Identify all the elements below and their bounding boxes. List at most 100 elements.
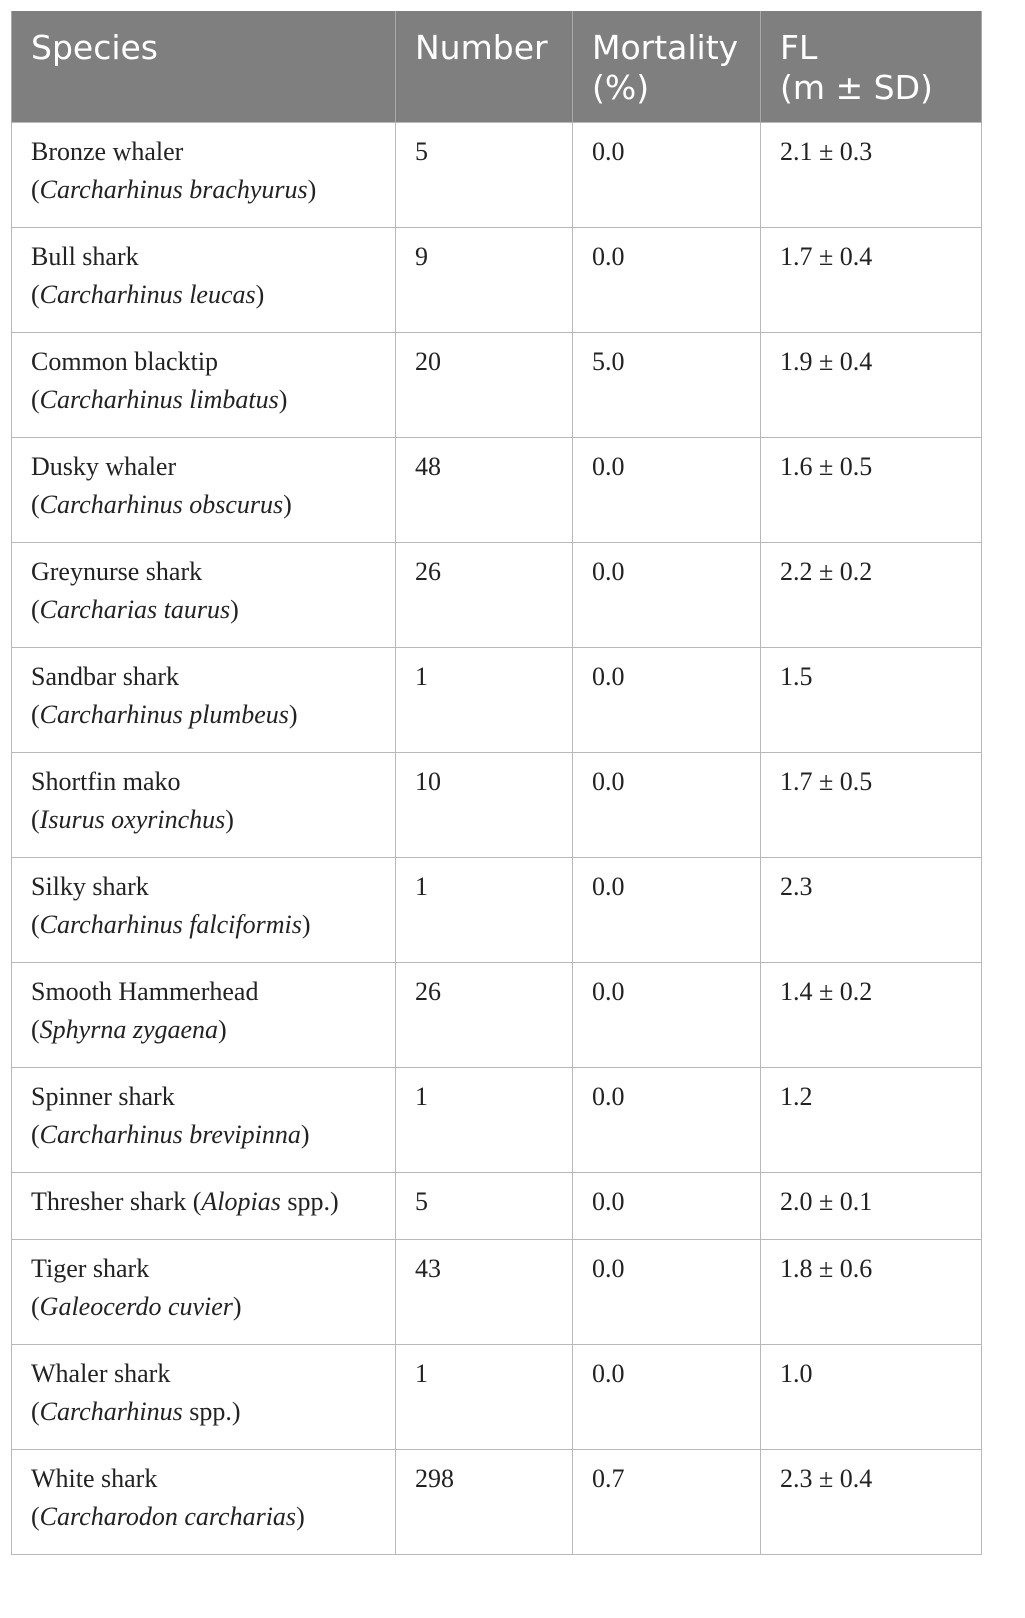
number-cell: 5 — [395, 1172, 573, 1240]
number-cell: 10 — [395, 752, 573, 858]
species-cell: Smooth Hammerhead (Sphyrna zygaena) — [11, 962, 396, 1068]
mortality-cell: 0.0 — [572, 542, 761, 648]
species-cell: Sandbar shark (Carcharhinus plumbeus) — [11, 647, 396, 753]
table-row: Common blacktip (Carcharhinus limbatus) 20… — [11, 332, 982, 438]
scientific-name: Alopias — [201, 1187, 281, 1216]
scientific-close: ) — [301, 910, 311, 939]
common-name: White shark — [31, 1464, 158, 1493]
table-row: Smooth Hammerhead (Sphyrna zygaena) 26 0.0 1… — [11, 962, 982, 1068]
scientific-name: Carcharias taurus — [39, 595, 231, 624]
table-row: Whaler shark (Carcharhinus spp.) 1 0.0 1.0 — [11, 1344, 982, 1450]
common-name: Spinner shark — [31, 1082, 175, 1111]
scientific-close: ) — [218, 1015, 227, 1044]
table-row: Bronze whaler (Carcharhinus brachyurus) 5 0… — [11, 122, 982, 228]
number-cell: 48 — [395, 437, 573, 543]
scientific-close: ) — [232, 1292, 242, 1321]
mortality-cell: 0.0 — [572, 227, 761, 333]
scientific-close: ) — [255, 280, 265, 309]
scientific-open-paren: ( — [31, 385, 40, 414]
common-name: Common blacktip — [31, 347, 219, 376]
header-species-label: Species — [31, 28, 159, 67]
scientific-close: ) — [288, 700, 298, 729]
common-name: Thresher shark ( — [31, 1187, 202, 1216]
number-cell: 1 — [395, 1344, 573, 1450]
scientific-open-paren: ( — [31, 1292, 40, 1321]
species-cell: Bronze whaler (Carcharhinus brachyurus) — [11, 122, 396, 228]
scientific-open-paren: ( — [31, 700, 40, 729]
header-mortality-line1: Mortality — [592, 28, 739, 67]
fl-cell: 1.4 ± 0.2 — [760, 962, 982, 1068]
common-name: Dusky whaler — [31, 452, 177, 481]
mortality-cell: 0.0 — [572, 1239, 761, 1345]
scientific-open-paren: ( — [31, 1397, 40, 1426]
mortality-cell: 0.0 — [572, 962, 761, 1068]
scientific-name: Carcharhinus falciformis — [39, 910, 302, 939]
species-table-container: Species Number Mortality (%) FL (m ± SD) B… — [11, 11, 982, 1555]
common-name: Silky shark — [31, 872, 149, 901]
mortality-cell: 0.0 — [572, 437, 761, 543]
table-row: Dusky whaler (Carcharhinus obscurus) 48 0.0… — [11, 437, 982, 543]
scientific-open-paren: ( — [31, 910, 40, 939]
fl-cell: 2.0 ± 0.1 — [760, 1172, 982, 1240]
scientific-name: Carcharhinus plumbeus — [39, 700, 289, 729]
scientific-name: Carcharodon carcharias — [39, 1502, 297, 1531]
header-number: Number — [395, 11, 573, 123]
species-cell: Shortfin mako (Isurus oxyrinchus) — [11, 752, 396, 858]
scientific-name: Carcharhinus brevipinna — [39, 1120, 301, 1149]
scientific-open-paren: ( — [31, 490, 40, 519]
mortality-cell: 0.7 — [572, 1449, 761, 1555]
species-table: Species Number Mortality (%) FL (m ± SD) B… — [11, 11, 982, 1555]
number-cell: 9 — [395, 227, 573, 333]
fl-cell: 1.5 — [760, 647, 982, 753]
table-body: Bronze whaler (Carcharhinus brachyurus) 5 0… — [11, 122, 982, 1555]
fl-cell: 2.2 ± 0.2 — [760, 542, 982, 648]
number-cell: 26 — [395, 542, 573, 648]
table-row: Spinner shark (Carcharhinus brevipinna) 1 0… — [11, 1067, 982, 1173]
mortality-cell: 0.0 — [572, 122, 761, 228]
mortality-cell: 0.0 — [572, 752, 761, 858]
number-cell: 20 — [395, 332, 573, 438]
species-cell: Greynurse shark (Carcharias taurus) — [11, 542, 396, 648]
common-name: Sandbar shark — [31, 662, 180, 691]
table-header: Species Number Mortality (%) FL (m ± SD) — [11, 11, 982, 123]
table-row: Sandbar shark (Carcharhinus plumbeus) 1 0.0… — [11, 647, 982, 753]
number-cell: 43 — [395, 1239, 573, 1345]
fl-cell: 1.2 — [760, 1067, 982, 1173]
scientific-close: ) — [300, 1120, 310, 1149]
species-cell: Thresher shark (Alopias spp.) — [11, 1172, 396, 1240]
header-row: Species Number Mortality (%) FL (m ± SD) — [11, 11, 982, 123]
common-name: Whaler shark — [31, 1359, 171, 1388]
scientific-close: spp.) — [280, 1187, 339, 1216]
scientific-open-paren: ( — [31, 595, 40, 624]
mortality-cell: 0.0 — [572, 1067, 761, 1173]
scientific-name: Carcharhinus brachyurus — [39, 175, 308, 204]
scientific-name: Galeocerdo cuvier — [39, 1292, 233, 1321]
fl-cell: 1.6 ± 0.5 — [760, 437, 982, 543]
scientific-open-paren: ( — [31, 175, 40, 204]
mortality-cell: 5.0 — [572, 332, 761, 438]
common-name: Greynurse shark — [31, 557, 203, 586]
table-row: Bull shark (Carcharhinus leucas) 9 0.0 1.7 ±… — [11, 227, 982, 333]
scientific-close: ) — [296, 1502, 305, 1531]
header-number-label: Number — [415, 28, 548, 67]
scientific-name: Carcharhinus obscurus — [39, 490, 284, 519]
scientific-name: Sphyrna zygaena — [39, 1015, 219, 1044]
scientific-open-paren: ( — [31, 1502, 40, 1531]
species-cell: Silky shark (Carcharhinus falciformis) — [11, 857, 396, 963]
species-cell: Common blacktip (Carcharhinus limbatus) — [11, 332, 396, 438]
scientific-open-paren: ( — [31, 805, 40, 834]
scientific-open-paren: ( — [31, 280, 40, 309]
table-row: Greynurse shark (Carcharias taurus) 26 0.0 2… — [11, 542, 982, 648]
fl-cell: 2.3 ± 0.4 — [760, 1449, 982, 1555]
fl-cell: 2.3 — [760, 857, 982, 963]
table-row: Silky shark (Carcharhinus falciformis) 1 0.… — [11, 857, 982, 963]
mortality-cell: 0.0 — [572, 857, 761, 963]
fl-cell: 1.0 — [760, 1344, 982, 1450]
species-cell: Bull shark (Carcharhinus leucas) — [11, 227, 396, 333]
fl-cell: 1.7 ± 0.5 — [760, 752, 982, 858]
scientific-close: ) — [230, 595, 239, 624]
mortality-cell: 0.0 — [572, 647, 761, 753]
header-fl-line2: (m ± SD) — [780, 68, 933, 107]
number-cell: 1 — [395, 1067, 573, 1173]
table-row: Shortfin mako (Isurus oxyrinchus) 10 0.0 1.7… — [11, 752, 982, 858]
